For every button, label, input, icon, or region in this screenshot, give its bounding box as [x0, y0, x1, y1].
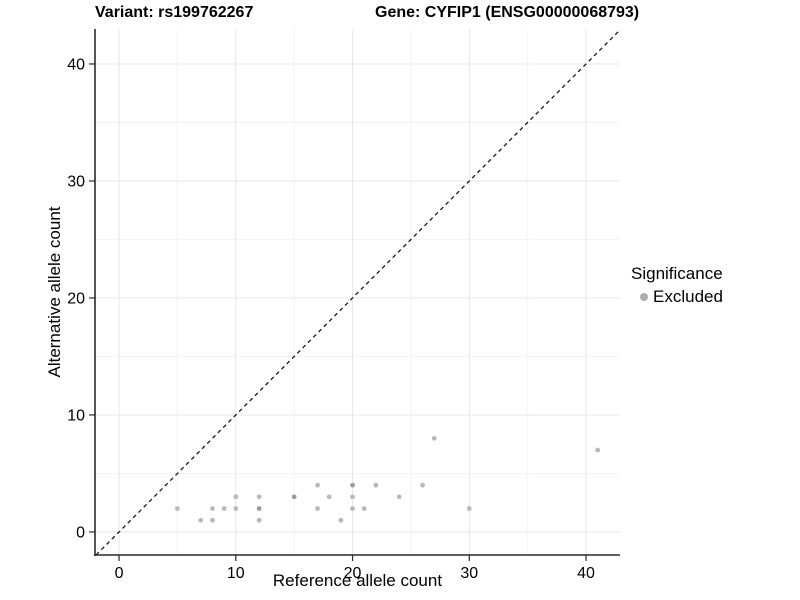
y-tick-label: 10	[67, 407, 85, 424]
data-point	[315, 506, 320, 511]
data-point	[361, 506, 367, 511]
plot-title-gene: Gene: CYFIP1 (ENSG00000068793)	[375, 4, 640, 21]
y-tick-label: 0	[76, 524, 85, 541]
legend: Significance Excluded	[631, 264, 723, 307]
data-point	[350, 494, 355, 500]
data-point	[338, 517, 344, 523]
x-tick-label: 40	[577, 565, 595, 582]
data-point	[315, 482, 320, 488]
data-point	[431, 435, 437, 441]
plot-title-variant: Variant: rs199762267	[95, 4, 254, 21]
legend-title: Significance	[631, 264, 723, 283]
y-tick-label: 30	[67, 173, 85, 190]
data-point	[233, 494, 239, 500]
x-tick-label: 0	[115, 565, 124, 582]
data-point	[210, 506, 215, 511]
data-point	[256, 494, 262, 500]
data-point	[396, 494, 402, 500]
y-tick-label: 40	[67, 56, 85, 73]
data-point	[420, 482, 425, 488]
x-axis-title: Reference allele count	[272, 571, 443, 590]
data-point	[210, 517, 215, 523]
data-point	[326, 494, 332, 500]
data-point	[256, 517, 262, 523]
data-point	[198, 517, 204, 523]
x-tick-label: 20	[344, 565, 362, 582]
data-point	[350, 506, 355, 511]
data-point	[595, 447, 601, 453]
data-point	[373, 482, 379, 488]
identity-line	[95, 29, 621, 556]
legend-item-excluded: Excluded	[631, 287, 723, 307]
data-point	[466, 506, 472, 511]
x-tick-label: 10	[227, 565, 245, 582]
legend-key-dot	[640, 293, 648, 301]
x-tick-label: 30	[460, 565, 478, 582]
data-point	[291, 494, 297, 500]
legend-item-label: Excluded	[653, 287, 723, 306]
data-point	[221, 506, 227, 511]
data-point	[256, 506, 262, 511]
data-point	[175, 506, 180, 511]
data-point	[233, 506, 239, 511]
y-tick-label: 20	[67, 290, 85, 307]
data-point	[350, 482, 355, 488]
y-axis-title: Alternative allele count	[45, 206, 64, 378]
